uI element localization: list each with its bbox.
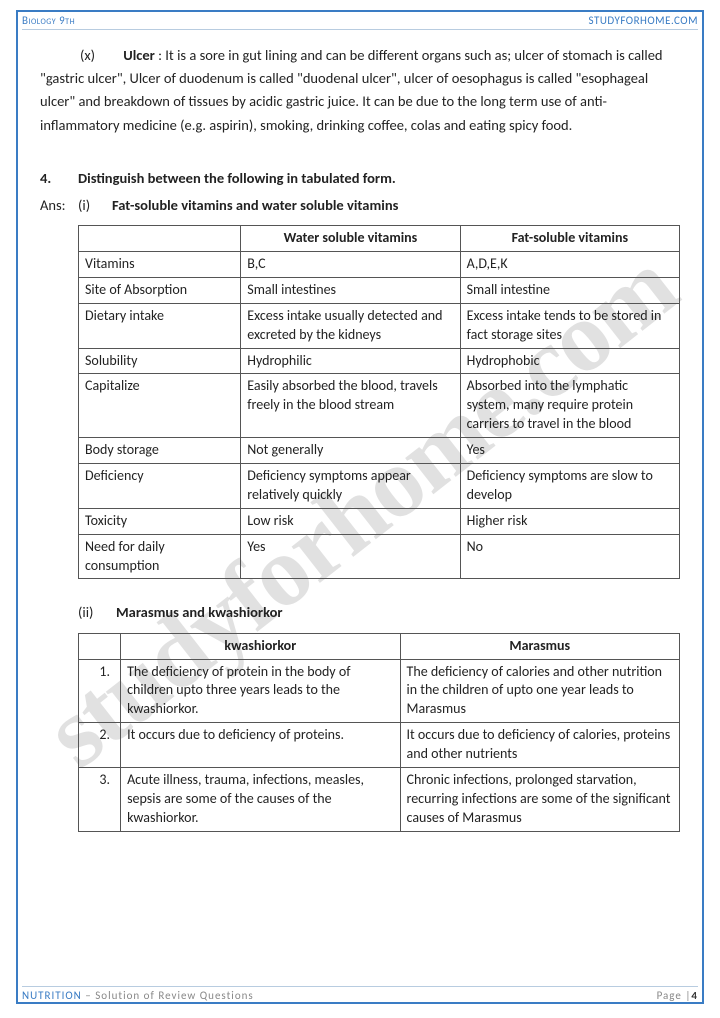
table-row: 3.Acute illness, trauma, infections, mea… — [79, 768, 680, 832]
ans-ii-num: (ii) — [78, 601, 116, 624]
table-row: 1.The deficiency of protein in the body … — [79, 659, 680, 723]
item-x-num: (x) — [80, 44, 120, 67]
term-ulcer: Ulcer — [123, 46, 155, 64]
header-right: STUDYFORHOME.COM — [589, 14, 698, 27]
table-row: SolubilityHydrophilicHydrophobic — [79, 348, 680, 374]
th-water: Water soluble vitamins — [241, 226, 460, 252]
header-left: Biology 9th — [22, 14, 75, 27]
content-area: (x) Ulcer : It is a sore in gut lining a… — [22, 38, 698, 988]
question-4: 4. Distinguish between the following in … — [40, 167, 680, 190]
ans-ii-text: Marasmus and kwashiorkor — [116, 601, 283, 624]
th-marasmus: Marasmus — [400, 633, 679, 659]
q4-num: 4. — [40, 167, 78, 190]
table-row: CapitalizeEasily absorbed the blood, tra… — [79, 374, 680, 438]
ans-i-num: (i) — [78, 194, 112, 217]
page-footer: NUTRITION – Solution of Review Questions… — [22, 986, 698, 1002]
table-row: ToxicityLow riskHigher risk — [79, 508, 680, 534]
footer-left: NUTRITION – Solution of Review Questions — [22, 989, 254, 1002]
table-row: DeficiencyDeficiency symptoms appear rel… — [79, 464, 680, 509]
table-row: Need for daily consumptionYesNo — [79, 534, 680, 579]
th-blank — [79, 633, 121, 659]
table-header-row: kwashiorkor Marasmus — [79, 633, 680, 659]
table-row: VitaminsB,CA,D,E,K — [79, 252, 680, 278]
table-vitamins: Water soluble vitamins Fat-soluble vitam… — [78, 225, 680, 579]
th-blank — [79, 226, 241, 252]
table-row: 2.It occurs due to deficiency of protein… — [79, 723, 680, 768]
para-ulcer: (x) Ulcer : It is a sore in gut lining a… — [40, 44, 680, 137]
th-kwash: kwashiorkor — [121, 633, 400, 659]
page-number: Page |4 — [657, 989, 698, 1002]
table-header-row: Water soluble vitamins Fat-soluble vitam… — [79, 226, 680, 252]
answer-ii: (ii) Marasmus and kwashiorkor — [40, 601, 680, 624]
ans-i-text: Fat-soluble vitamins and water soluble v… — [112, 194, 398, 217]
footer-sub: – Solution of Review Questions — [82, 989, 254, 1002]
answer-i: Ans: (i) Fat-soluble vitamins and water … — [40, 194, 680, 217]
page-header: Biology 9th STUDYFORHOME.COM — [22, 14, 698, 30]
table-marasmus: kwashiorkor Marasmus 1.The deficiency of… — [78, 633, 680, 832]
table-row: Dietary intakeExcess intake usually dete… — [79, 303, 680, 348]
th-fat: Fat-soluble vitamins — [460, 226, 679, 252]
table-row: Body storageNot generallyYes — [79, 438, 680, 464]
ans-label: Ans: — [40, 194, 78, 217]
table-row: Site of AbsorptionSmall intestinesSmall … — [79, 277, 680, 303]
chapter-name: NUTRITION — [22, 989, 82, 1002]
q4-text: Distinguish between the following in tab… — [78, 167, 396, 190]
